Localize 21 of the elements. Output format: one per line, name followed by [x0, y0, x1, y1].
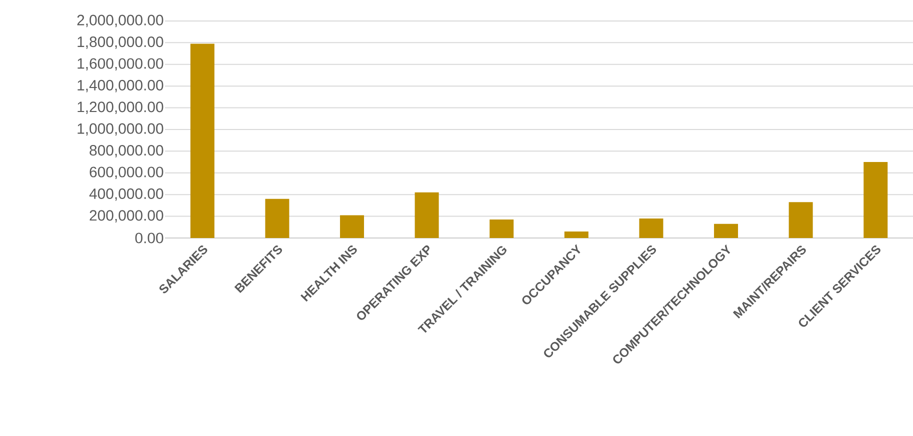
y-tick-label: 0.00	[135, 232, 164, 244]
y-tick-label: 1,200,000.00	[78, 102, 164, 114]
bar	[414, 192, 439, 238]
bar	[564, 231, 588, 238]
bar	[190, 44, 214, 238]
y-tick-label: 200,000.00	[90, 210, 164, 222]
bar	[714, 224, 738, 238]
bar	[864, 162, 888, 238]
y-tick-label: 1,000,000.00	[78, 123, 164, 136]
y-tick-label: 400,000.00	[89, 188, 164, 201]
bar	[265, 198, 290, 238]
y-tick-label: 600,000.00	[90, 166, 164, 180]
bar	[639, 218, 664, 238]
y-tick-label: 2,000,000.00	[77, 14, 164, 28]
bar	[788, 202, 813, 238]
bar	[490, 220, 514, 238]
y-tick-label: 800,000.00	[90, 145, 164, 158]
y-tick-label: 1,400,000.00	[78, 80, 164, 92]
y-tick-label: 1,600,000.00	[78, 58, 164, 71]
y-tick-label: 1,800,000.00	[78, 36, 164, 49]
bar	[340, 215, 364, 238]
